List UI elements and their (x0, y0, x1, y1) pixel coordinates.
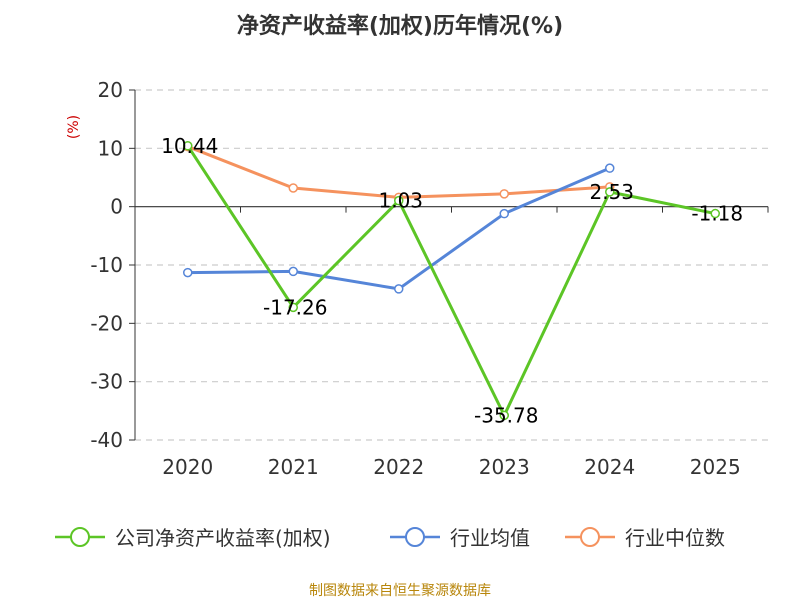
legend-label: 行业均值 (450, 526, 530, 550)
y-tick-label: -40 (90, 428, 123, 452)
x-tick-label: 2021 (268, 455, 319, 479)
data-point (499, 189, 509, 199)
chart-title: 净资产收益率(加权)历年情况(%) (237, 13, 563, 39)
series-line (187, 166, 611, 291)
data-point (288, 183, 298, 193)
legend-marker (580, 527, 600, 547)
y-tick-label: 10 (98, 136, 123, 160)
series-lines (183, 141, 720, 421)
y-tick-label: -20 (90, 311, 123, 335)
y-tick-label: 0 (110, 195, 123, 219)
data-label: -17.26 (263, 295, 327, 319)
x-tick-label: 2022 (373, 455, 424, 479)
data-point (710, 208, 720, 219)
data-label: 2.53 (589, 180, 634, 204)
x-tick-label: 2025 (690, 455, 741, 479)
data-label: 10.44 (161, 134, 218, 158)
data-point (288, 266, 298, 277)
data-labels: 10.44 -17.26 1.03 -35.78 2.53 -1.18 (161, 134, 743, 428)
y-axis-unit-label: (%) (66, 115, 82, 139)
legend-marker (405, 527, 425, 547)
legend-label: 行业中位数 (625, 526, 725, 550)
axes: 20 10 0 -10 -20 -30 -40 2020 2021 2022 2023 2024 202… (90, 78, 769, 479)
data-label: -1.18 (691, 202, 743, 226)
data-point (394, 284, 404, 294)
data-point (183, 141, 193, 151)
data-point (183, 267, 193, 278)
data-point (605, 187, 615, 197)
data-label: -35.78 (474, 403, 538, 427)
y-tick-label: 20 (98, 78, 123, 102)
series-line (186, 144, 716, 417)
y-tick-label: -30 (90, 370, 123, 394)
y-tick-label: -10 (90, 253, 123, 277)
x-tick-label: 2023 (479, 455, 530, 479)
data-label: 1.03 (378, 189, 423, 213)
source-note: 制图数据来自恒生聚源数据库 (309, 583, 491, 599)
data-point (499, 208, 509, 219)
x-tick-label: 2024 (584, 455, 635, 479)
x-tick-label: 2020 (162, 455, 213, 479)
legend-label: 公司净资产收益率(加权) (115, 526, 331, 550)
data-point (394, 195, 404, 206)
data-point (499, 410, 509, 421)
legend: 公司净资产收益率(加权) 行业均值 行业中位数 (55, 526, 725, 550)
data-point (288, 302, 298, 313)
grid-lines (135, 89, 768, 441)
data-point (605, 163, 615, 173)
legend-marker (70, 527, 90, 547)
